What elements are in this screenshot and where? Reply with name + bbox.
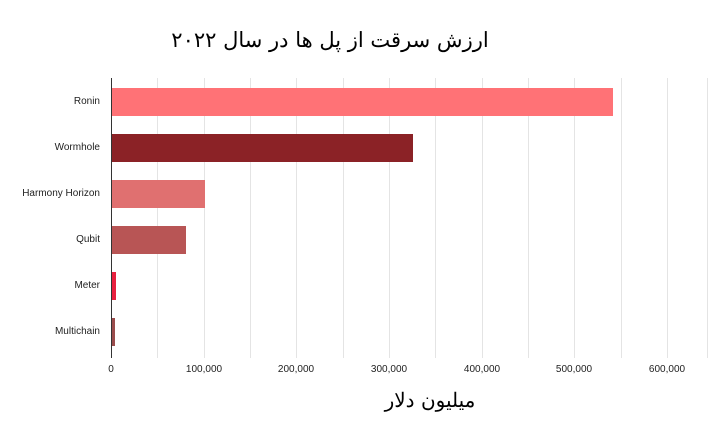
gridline xyxy=(343,78,344,358)
bar-wormhole xyxy=(112,134,413,162)
x-tick-label: 0 xyxy=(108,364,114,375)
bar-harmony-horizon xyxy=(112,180,205,208)
y-axis-line xyxy=(111,78,112,358)
x-axis-title: میلیون دلار xyxy=(384,388,476,412)
gridline xyxy=(204,78,205,358)
x-tick-label: 600,000 xyxy=(648,364,686,375)
bar-ronin xyxy=(112,88,613,116)
gridline xyxy=(621,78,622,358)
x-tick-label: 500,000 xyxy=(555,364,593,375)
y-label-harmony-horizon: Harmony Horizon xyxy=(22,188,100,199)
gridline xyxy=(482,78,483,358)
bar-qubit xyxy=(112,226,186,254)
x-tick-label: 300,000 xyxy=(370,364,408,375)
gridline xyxy=(707,78,708,358)
gridline xyxy=(667,78,668,358)
gridline xyxy=(574,78,575,358)
gridline xyxy=(389,78,390,358)
bar-multichain xyxy=(112,318,115,346)
x-tick-label: 400,000 xyxy=(463,364,501,375)
y-label-multichain: Multichain xyxy=(54,326,100,337)
bar-meter xyxy=(112,272,116,300)
gridline xyxy=(157,78,158,358)
gridline xyxy=(435,78,436,358)
y-label-qubit: Qubit xyxy=(76,234,100,245)
y-label-meter: Meter xyxy=(74,280,100,291)
gridline xyxy=(528,78,529,358)
gridline xyxy=(296,78,297,358)
y-label-ronin: Ronin xyxy=(73,96,100,107)
gridline xyxy=(250,78,251,358)
chart-title: ارزش سرقت از پل ها در سال ۲۰۲۲ xyxy=(171,28,489,52)
plot-area xyxy=(111,78,711,358)
x-tick-label: 100,000 xyxy=(185,364,223,375)
x-tick-label: 200,000 xyxy=(277,364,315,375)
y-label-wormhole: Wormhole xyxy=(54,142,100,153)
